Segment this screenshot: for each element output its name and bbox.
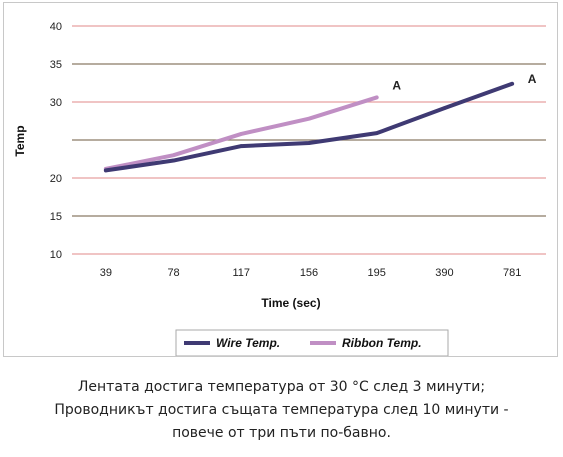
data-point bbox=[171, 158, 176, 163]
data-point bbox=[307, 116, 311, 121]
caption-line-3: повече от три пъти по-бавно. bbox=[172, 425, 391, 441]
x-tick-label: 78 bbox=[167, 267, 179, 279]
annotation-label: A bbox=[528, 72, 537, 86]
legend-label: Ribbon Temp. bbox=[342, 336, 422, 350]
x-axis-title: Time (sec) bbox=[261, 296, 320, 310]
x-tick-label: 117 bbox=[233, 267, 251, 279]
data-point bbox=[239, 144, 244, 148]
x-tick-label: 39 bbox=[100, 267, 112, 279]
y-tick-label: 20 bbox=[50, 173, 62, 185]
data-point bbox=[239, 132, 244, 136]
data-point bbox=[442, 106, 447, 110]
data-point bbox=[307, 141, 311, 145]
caption-line-2: Проводникът достига същата температура с… bbox=[54, 402, 509, 418]
x-tick-label: 781 bbox=[503, 267, 521, 279]
x-tick-label: 390 bbox=[435, 267, 453, 279]
y-tick-label: 10 bbox=[50, 249, 62, 261]
data-point bbox=[104, 168, 108, 173]
chart-frame: 10 15 20 30 35 40 39 78 117 156 195 390 781 Time (sec… bbox=[3, 2, 558, 357]
y-tick-label: 30 bbox=[50, 97, 62, 109]
x-tick-label: 195 bbox=[368, 267, 386, 279]
data-point bbox=[374, 95, 379, 100]
y-axis-title: Temp bbox=[13, 125, 27, 156]
data-point bbox=[374, 131, 379, 135]
y-tick-label: 15 bbox=[50, 211, 62, 223]
y-tick-label: 35 bbox=[50, 59, 62, 71]
x-tick-label: 156 bbox=[300, 267, 318, 279]
legend-label: Wire Temp. bbox=[216, 336, 280, 350]
data-point bbox=[171, 153, 176, 157]
data-point bbox=[510, 81, 514, 86]
caption: Лентата достига температура от 30 °С сле… bbox=[0, 376, 563, 445]
annotation-label: A bbox=[392, 78, 401, 92]
y-tick-label: 40 bbox=[50, 21, 62, 33]
caption-line-1: Лентата достига температура от 30 °С сле… bbox=[77, 379, 486, 395]
line-chart: 10 15 20 30 35 40 39 78 117 156 195 390 781 Time (sec… bbox=[13, 21, 546, 356]
